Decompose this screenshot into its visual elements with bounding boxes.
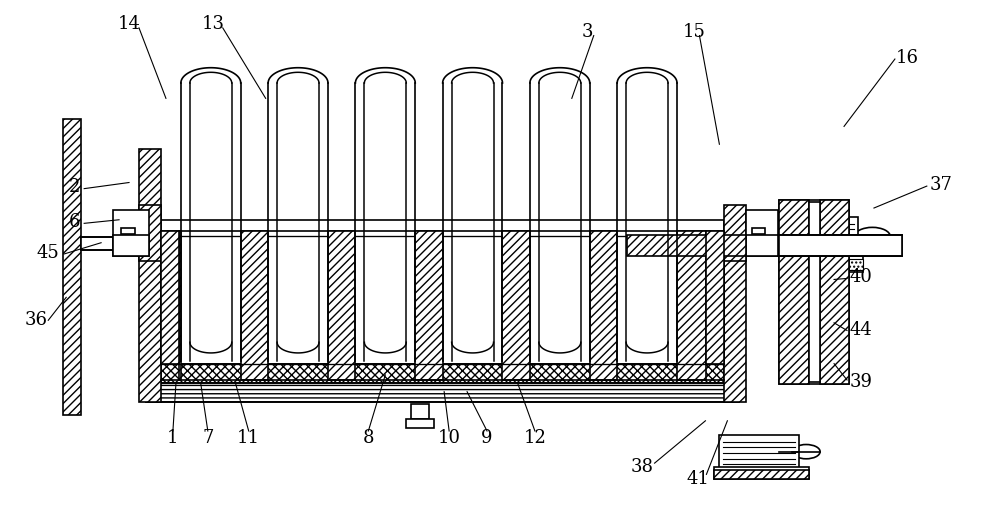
Text: 13: 13 bbox=[201, 15, 224, 33]
Text: 1: 1 bbox=[167, 429, 179, 447]
Bar bbox=[590, 231, 617, 380]
Bar bbox=[113, 210, 149, 255]
Bar bbox=[780, 255, 863, 272]
Bar bbox=[746, 235, 778, 255]
Bar bbox=[161, 220, 724, 231]
Text: 6: 6 bbox=[68, 213, 80, 231]
Text: 41: 41 bbox=[686, 470, 709, 488]
Bar bbox=[714, 470, 809, 480]
Text: 38: 38 bbox=[631, 458, 654, 476]
Text: 10: 10 bbox=[438, 429, 461, 447]
Text: 40: 40 bbox=[850, 268, 872, 286]
Text: 2: 2 bbox=[68, 178, 80, 196]
Bar bbox=[724, 205, 746, 261]
Text: 11: 11 bbox=[237, 429, 260, 447]
Bar bbox=[121, 228, 135, 233]
Bar bbox=[139, 149, 161, 402]
Bar bbox=[139, 205, 161, 261]
Bar bbox=[780, 259, 863, 270]
Text: 15: 15 bbox=[683, 23, 706, 41]
Text: 12: 12 bbox=[523, 429, 546, 447]
Text: 39: 39 bbox=[849, 372, 872, 390]
Bar bbox=[820, 200, 849, 384]
Bar bbox=[779, 235, 902, 255]
Text: 3: 3 bbox=[582, 23, 594, 41]
Text: 37: 37 bbox=[929, 176, 952, 194]
Bar bbox=[63, 119, 81, 415]
Bar bbox=[502, 231, 530, 380]
Bar bbox=[724, 231, 746, 402]
Bar bbox=[113, 235, 149, 255]
Text: 8: 8 bbox=[363, 429, 374, 447]
Bar bbox=[241, 231, 268, 380]
Bar bbox=[179, 231, 181, 380]
Bar bbox=[752, 228, 765, 233]
Bar bbox=[706, 231, 724, 364]
Text: 9: 9 bbox=[481, 429, 493, 447]
Bar bbox=[779, 200, 809, 384]
Bar bbox=[406, 419, 434, 428]
Bar bbox=[627, 235, 746, 255]
Bar bbox=[161, 231, 179, 364]
Text: 14: 14 bbox=[118, 15, 140, 33]
Bar bbox=[161, 364, 724, 383]
Bar bbox=[146, 382, 739, 402]
Bar bbox=[714, 467, 809, 480]
Text: 36: 36 bbox=[25, 311, 48, 329]
Text: 16: 16 bbox=[895, 49, 918, 67]
Bar bbox=[809, 202, 820, 382]
Bar bbox=[779, 200, 849, 384]
Text: 7: 7 bbox=[202, 429, 214, 447]
Bar bbox=[328, 231, 355, 380]
Text: 45: 45 bbox=[37, 244, 60, 262]
Bar bbox=[411, 404, 429, 419]
Bar bbox=[719, 435, 799, 468]
Bar bbox=[706, 231, 724, 364]
Bar bbox=[677, 231, 706, 380]
Bar bbox=[746, 210, 778, 255]
Bar bbox=[779, 235, 902, 255]
Bar bbox=[415, 231, 443, 380]
Bar bbox=[783, 218, 858, 255]
Bar bbox=[161, 231, 179, 364]
Bar bbox=[81, 237, 161, 250]
Text: 44: 44 bbox=[850, 322, 872, 340]
